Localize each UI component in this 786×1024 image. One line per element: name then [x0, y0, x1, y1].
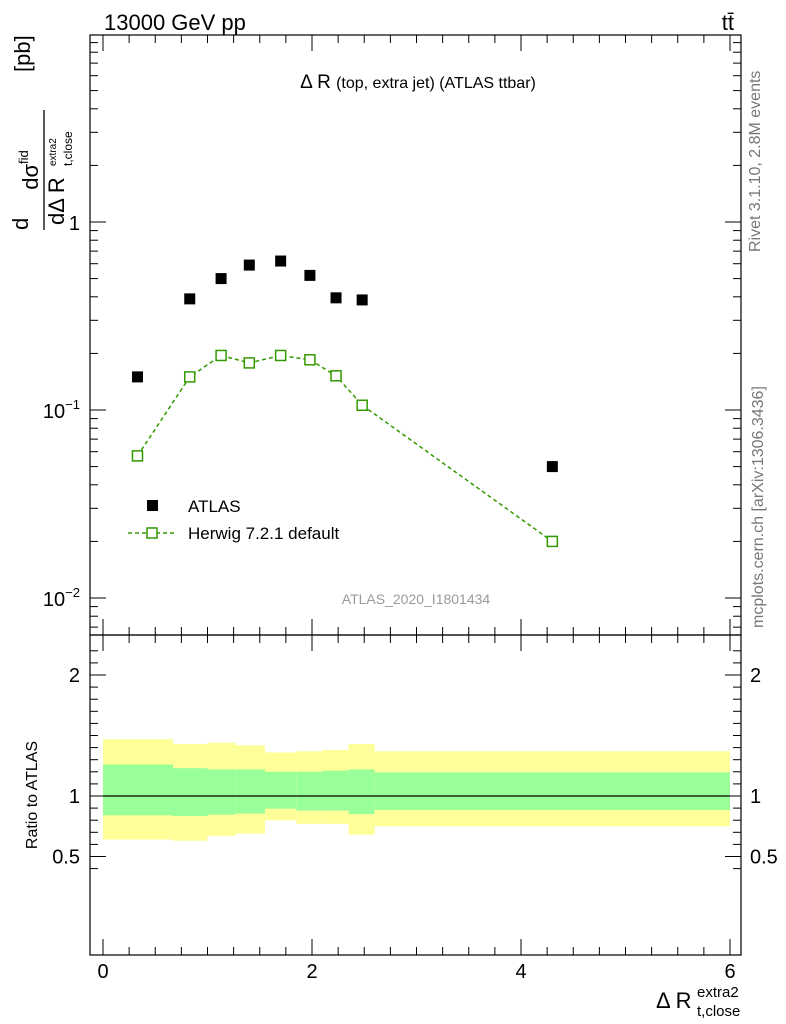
herwig-point [243, 357, 256, 369]
ratio-ytick-label-left: 1 [69, 786, 80, 808]
ratio-ticks [90, 635, 741, 955]
legend-atlas-marker [147, 500, 158, 511]
legend-herwig-marker [146, 527, 158, 539]
ratio-inner-band [173, 768, 208, 816]
ratio-y-tick-labels: 0.5 0.5 1 1 2 2 [52, 665, 778, 869]
ratio-ytick-label-right: 2 [750, 665, 761, 687]
svg-text:extra2: extra2 [48, 138, 59, 166]
legend: ATLAS Herwig 7.2.1 default [128, 497, 339, 543]
x-tick-label: 4 [515, 961, 526, 983]
atlas-point [330, 292, 342, 304]
analysis-label: ATLAS_2020_I1801434 [342, 591, 491, 607]
ratio-frame [89, 634, 742, 956]
ratio-inner-band [374, 772, 730, 810]
ratio-inner-band [296, 771, 323, 811]
ratio-inner-band [103, 764, 174, 816]
svg-text:t,close: t,close [697, 1003, 740, 1020]
atlas-point [131, 371, 143, 383]
ratio-inner-band [207, 769, 236, 815]
x-tick-label: 0 [97, 961, 108, 983]
svg-text:d: d [8, 218, 33, 230]
atlas-point [356, 294, 368, 306]
ratio-ytick-label-right: 0.5 [750, 847, 778, 869]
herwig-line [136, 354, 553, 543]
main-title-var: Δ R [300, 72, 331, 93]
herwig-point [274, 349, 287, 362]
rivet-version-label: Rivet 3.1.10, 2.8M events [747, 71, 764, 252]
mcplots-label: mcplots.cern.ch [arXiv:1306.3436] [750, 386, 767, 628]
x-tick-labels: 0 2 4 6 [97, 961, 735, 983]
herwig-point [183, 371, 196, 383]
herwig-point [131, 450, 144, 462]
main-ytick-label-0.01: 10−2 [43, 585, 80, 611]
ratio-inner-band [322, 770, 349, 811]
x-tick-label: 2 [306, 961, 317, 983]
herwig-series [131, 349, 559, 548]
ratio-ytick-label-left: 2 [69, 665, 80, 687]
herwig-point [330, 370, 342, 382]
atlas-series [131, 255, 558, 473]
ratio-inner-band [235, 769, 265, 814]
atlas-point [184, 293, 196, 305]
main-ticks [90, 35, 741, 635]
legend-atlas-label: ATLAS [188, 497, 241, 516]
atlas-point [215, 273, 227, 285]
herwig-point [546, 535, 559, 548]
ratio-panel: 0.5 0.5 1 1 2 2 0 2 4 6 Ratio to ATLAS Δ R extra… [24, 634, 778, 1020]
svg-text:extra2: extra2 [697, 984, 739, 1001]
herwig-point [215, 349, 227, 362]
ratio-inner-band [264, 771, 297, 809]
atlas-point [275, 255, 287, 267]
main-y-axis-label: d dσfid dΔ R t,close extra2 [pb] [8, 35, 75, 230]
atlas-point [304, 269, 316, 281]
svg-text:Δ R: Δ R [656, 988, 691, 1013]
main-ytick-label-0.1: 10−1 [43, 397, 80, 423]
ratio-ytick-label-left: 0.5 [52, 847, 80, 869]
ratio-inner-band [348, 769, 375, 815]
main-ytick-label-1: 1 [69, 213, 80, 235]
herwig-point [304, 354, 316, 366]
ratio-bands [103, 739, 730, 841]
main-title: Δ R (top, extra jet) (ATLAS ttbar) [300, 72, 536, 93]
svg-text:[pb]: [pb] [10, 35, 35, 72]
x-axis-label: Δ R extra2 t,close [656, 984, 740, 1020]
header-energy-label: 13000 GeV pp [104, 10, 246, 35]
x-tick-label: 6 [724, 961, 735, 983]
ratio-ytick-label-right: 1 [750, 786, 761, 808]
svg-text:dσfid: dσfid [16, 150, 43, 190]
ratio-y-axis-label: Ratio to ATLAS [24, 741, 41, 849]
atlas-point [243, 259, 255, 271]
header-process-label: tt̄ [722, 10, 734, 35]
main-panel: Δ R (top, extra jet) (ATLAS ttbar) d dσf… [8, 34, 742, 636]
svg-text:dΔ R: dΔ R [44, 177, 69, 225]
main-frame [89, 34, 742, 636]
atlas-point [546, 461, 558, 473]
herwig-point [356, 399, 368, 411]
svg-text:t,close: t,close [61, 131, 75, 166]
legend-herwig-label: Herwig 7.2.1 default [188, 524, 339, 543]
main-title-suffix: (top, extra jet) (ATLAS ttbar) [336, 75, 536, 92]
